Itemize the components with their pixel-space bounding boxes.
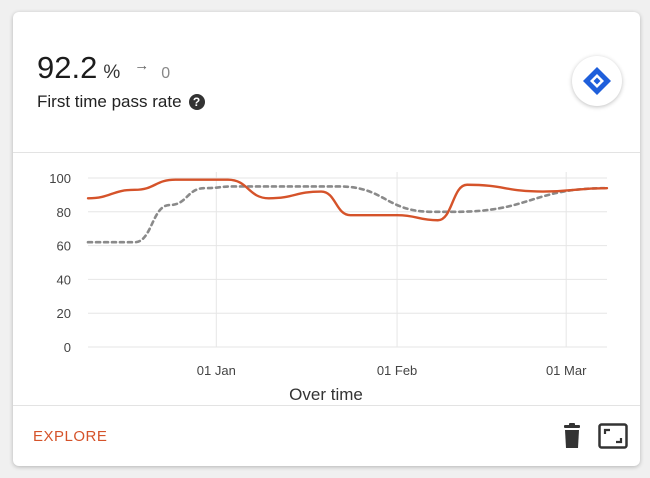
header-divider — [13, 152, 640, 153]
line-chart: 0 20 40 60 80 100 01 Jan 01 Feb 01 Mar Over time — [49, 171, 609, 404]
y-tick-label: 40 — [57, 272, 71, 287]
trend-value: 0 — [161, 65, 171, 82]
kpi-label: First time pass rate — [37, 92, 182, 111]
widget-header: 92.2 % → 0 First time pass rate ? — [13, 12, 640, 150]
kpi-value: 92.2 — [37, 50, 98, 85]
widget-footer: EXPLORE — [13, 406, 640, 466]
footer-divider — [13, 405, 640, 406]
y-tick-label: 20 — [57, 306, 71, 321]
trash-icon[interactable] — [561, 423, 583, 449]
jira-logo — [572, 56, 622, 106]
actual-series-line — [86, 178, 609, 222]
expand-icon[interactable] — [598, 423, 628, 449]
widget-card: 92.2 % → 0 First time pass rate ? 0 20 40 6… — [13, 12, 640, 466]
x-axis-title: Over time — [289, 385, 363, 404]
kpi-unit: % — [103, 62, 121, 83]
y-tick-label: 80 — [57, 205, 71, 220]
y-tick-label: 0 — [64, 340, 71, 355]
x-tick-label: 01 Mar — [546, 363, 587, 378]
baseline-series-line — [86, 185, 609, 244]
help-icon[interactable]: ? — [188, 94, 205, 110]
x-tick-label: 01 Feb — [377, 363, 417, 378]
explore-link[interactable]: EXPLORE — [33, 428, 108, 445]
x-tick-label: 01 Jan — [197, 363, 236, 378]
chart-area: 0 20 40 60 80 100 01 Jan 01 Feb 01 Mar Over time — [13, 153, 640, 405]
kpi-label-row: First time pass rate ? — [37, 92, 205, 112]
jira-diamond-icon — [583, 67, 611, 95]
kpi-row: 92.2 % → 0 — [37, 50, 170, 86]
trend-arrow-icon: → — [134, 57, 150, 74]
y-tick-label: 60 — [57, 239, 71, 254]
y-tick-label: 100 — [49, 171, 71, 186]
